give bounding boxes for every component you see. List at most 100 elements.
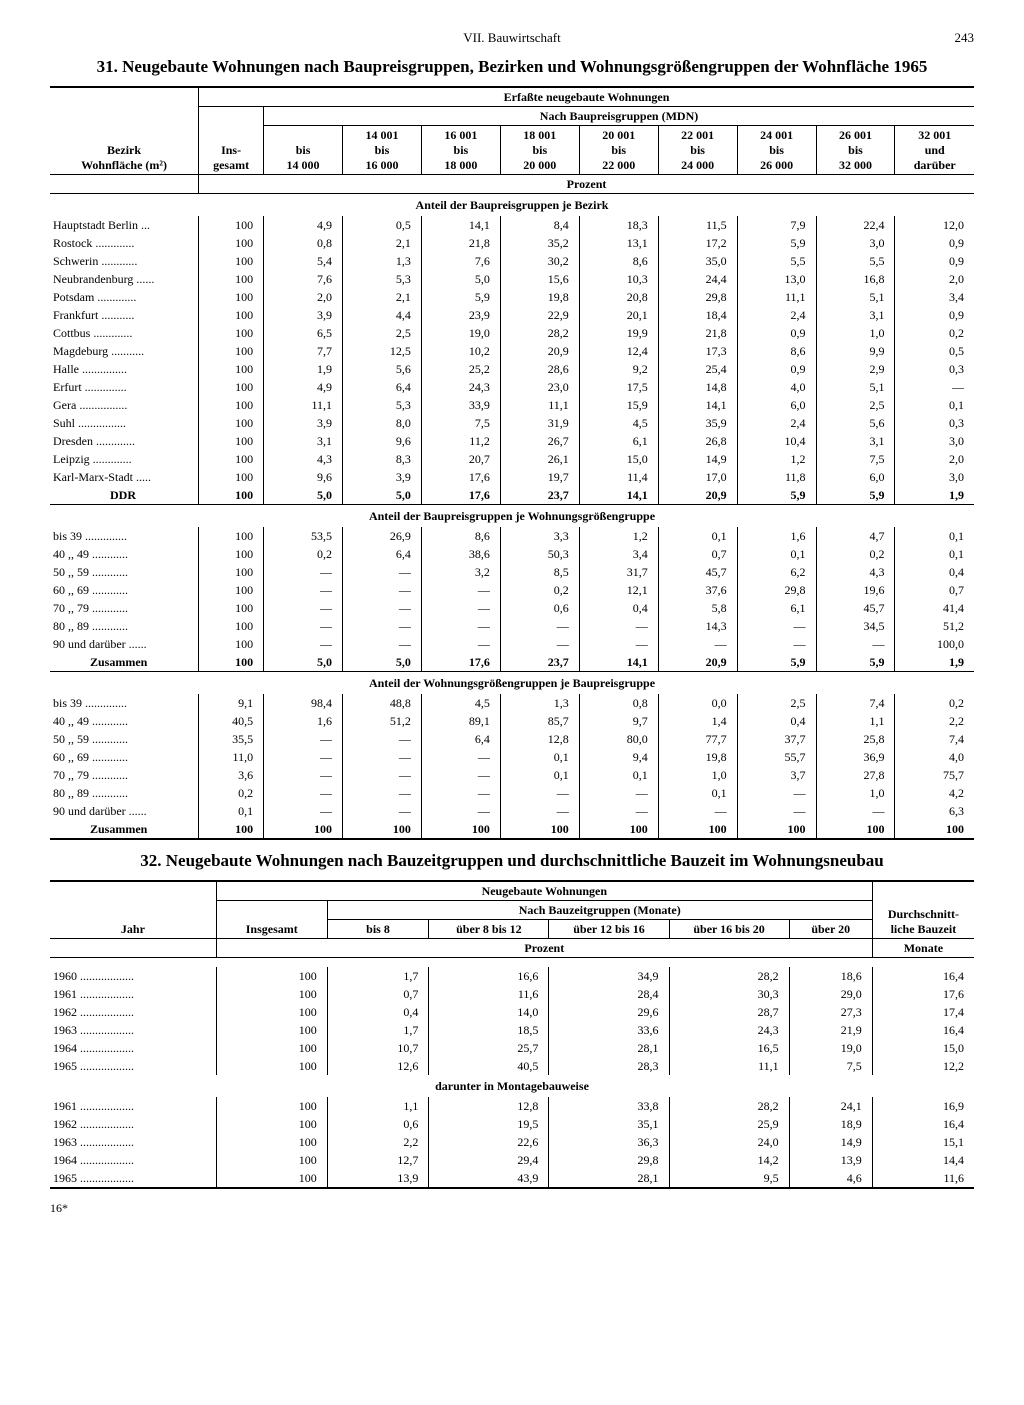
cell: 3,4 [579, 545, 658, 563]
cell: 14,9 [789, 1133, 872, 1151]
cell: 12,5 [343, 342, 422, 360]
cell: 7,5 [789, 1057, 872, 1075]
cell: 0,4 [579, 599, 658, 617]
cell: 100 [199, 450, 264, 468]
cell: 0,2 [264, 545, 343, 563]
cell: 4,0 [895, 748, 974, 766]
cell: 5,0 [264, 486, 343, 505]
row-stub: 70 ,, 79 ............ [50, 766, 199, 784]
cell: 19,8 [500, 288, 579, 306]
cell: 12,8 [500, 730, 579, 748]
cell: 1,9 [895, 653, 974, 672]
section-heading: Anteil der Wohnungsgrößengruppen je Baup… [50, 672, 974, 695]
cell: 100 [658, 820, 737, 839]
row-stub: 60 ,, 69 ............ [50, 581, 199, 599]
cell: 33,9 [421, 396, 500, 414]
col-insgesamt: Ins-gesamt [199, 107, 264, 175]
cell: 3,3 [500, 527, 579, 545]
cell: — [658, 635, 737, 653]
cell: — [421, 581, 500, 599]
cell: 0,4 [737, 712, 816, 730]
cell: 3,0 [895, 468, 974, 486]
cell: — [421, 599, 500, 617]
row-stub: Halle ............... [50, 360, 199, 378]
cell: 4,4 [343, 306, 422, 324]
cell: 9,1 [199, 694, 264, 712]
cell: 5,9 [421, 288, 500, 306]
cell: 5,5 [816, 252, 895, 270]
cell: 20,1 [579, 306, 658, 324]
cell: 100 [216, 1097, 327, 1115]
cell: 3,6 [199, 766, 264, 784]
row-stub: bis 39 .............. [50, 694, 199, 712]
col-stub: BezirkWohnfläche (m²) [50, 87, 199, 175]
cell: — [343, 748, 422, 766]
cell: 4,9 [264, 216, 343, 234]
cell: 28,2 [669, 967, 789, 985]
cell: 100 [199, 486, 264, 505]
cell: 100 [199, 270, 264, 288]
cell: 0,9 [737, 360, 816, 378]
col-price-6: 24 001bis26 000 [737, 126, 816, 175]
cell: 0,1 [500, 748, 579, 766]
cell: 20,9 [658, 653, 737, 672]
cell: 100 [199, 216, 264, 234]
cell: 77,7 [658, 730, 737, 748]
cell: 5,6 [816, 414, 895, 432]
cell: 5,9 [816, 653, 895, 672]
cell: 0,6 [500, 599, 579, 617]
cell: 0,5 [895, 342, 974, 360]
cell: 100 [199, 635, 264, 653]
cell: 10,3 [579, 270, 658, 288]
cell: 1,9 [264, 360, 343, 378]
cell: 8,3 [343, 450, 422, 468]
cell: 43,9 [429, 1169, 549, 1188]
cell: 5,9 [737, 234, 816, 252]
cell: — [737, 635, 816, 653]
cell: 18,9 [789, 1115, 872, 1133]
cell: — [737, 802, 816, 820]
row-year: 1961 .................. [50, 985, 216, 1003]
cell: 100 [216, 1003, 327, 1021]
cell: 0,7 [658, 545, 737, 563]
row-stub: DDR [50, 486, 199, 505]
cell: 9,2 [579, 360, 658, 378]
cell: 18,6 [789, 967, 872, 985]
cell: 10,4 [737, 432, 816, 450]
cell: — [421, 784, 500, 802]
cell: — [343, 766, 422, 784]
cell: 5,6 [343, 360, 422, 378]
cell: 14,1 [658, 396, 737, 414]
cell: 33,8 [549, 1097, 669, 1115]
cell: 3,1 [264, 432, 343, 450]
cell: 2,2 [327, 1133, 429, 1151]
cell: 3,1 [816, 306, 895, 324]
cell: 23,7 [500, 486, 579, 505]
row-stub: Frankfurt ........... [50, 306, 199, 324]
cell: 2,2 [895, 712, 974, 730]
cell: 51,2 [895, 617, 974, 635]
page-number: 243 [955, 30, 975, 46]
cell: 24,1 [789, 1097, 872, 1115]
cell: 26,8 [658, 432, 737, 450]
cell: 37,7 [737, 730, 816, 748]
cell: 100,0 [895, 635, 974, 653]
cell: 10,7 [327, 1039, 429, 1057]
cell: — [500, 635, 579, 653]
cell: 0,3 [895, 414, 974, 432]
cell: 1,1 [816, 712, 895, 730]
cell: 28,1 [549, 1169, 669, 1188]
row-stub: Potsdam ............. [50, 288, 199, 306]
cell: 0,2 [895, 694, 974, 712]
cell: 100 [199, 563, 264, 581]
cell: 7,4 [816, 694, 895, 712]
cell: — [343, 581, 422, 599]
spanner-neugebaute: Neugebaute Wohnungen [216, 881, 872, 901]
cell: 12,0 [895, 216, 974, 234]
cell: 19,0 [789, 1039, 872, 1057]
cell: 2,0 [895, 270, 974, 288]
cell: 15,9 [579, 396, 658, 414]
cell: 0,1 [199, 802, 264, 820]
cell: 1,0 [658, 766, 737, 784]
col-insgesamt2: Insgesamt [216, 901, 327, 939]
